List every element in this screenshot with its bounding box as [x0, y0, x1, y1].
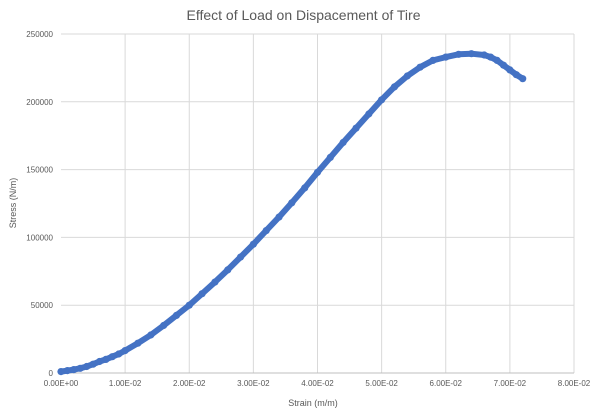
x-tick-label: 3.00E-02: [237, 379, 270, 388]
data-point: [339, 138, 347, 147]
y-tick-label: 150000: [26, 166, 53, 175]
data-point: [134, 339, 142, 347]
data-point: [236, 253, 245, 261]
data-point: [313, 168, 322, 176]
data-point: [115, 350, 123, 358]
y-tick-label: 200000: [26, 98, 53, 107]
data-point: [262, 227, 270, 235]
y-axis-title: Stress (N/m): [8, 178, 18, 229]
data-point: [89, 360, 97, 368]
data-point: [512, 71, 520, 79]
data-point: [185, 301, 193, 309]
data-point: [121, 347, 129, 355]
data-point: [487, 53, 495, 61]
data-point: [429, 56, 437, 64]
y-tick-label: 50000: [31, 301, 54, 310]
data-point: [63, 367, 71, 375]
data-point: [455, 50, 463, 58]
data-point: [224, 266, 232, 274]
data-point: [102, 355, 110, 363]
data-point: [249, 240, 257, 248]
data-point: [390, 83, 398, 91]
y-axis-ticks: 0 50000 100000 150000 200000 250000: [26, 30, 53, 378]
data-point: [275, 213, 283, 221]
data-point: [442, 53, 450, 61]
data-point: [147, 331, 155, 339]
x-tick-label: 6.00E-02: [430, 379, 463, 388]
data-point: [108, 353, 116, 361]
gridlines: [61, 33, 575, 374]
data-point: [326, 153, 334, 161]
x-tick-label: 4.00E-02: [301, 379, 334, 388]
data-point: [499, 61, 508, 69]
data-point: [506, 66, 514, 74]
data-point: [57, 368, 65, 376]
x-tick-label: 5.00E-02: [365, 379, 398, 388]
x-tick-label: 0.00E+00: [44, 379, 79, 388]
data-point: [172, 311, 180, 319]
data-point: [352, 124, 360, 132]
x-tick-label: 8.00E-02: [558, 379, 591, 388]
x-tick-label: 2.00E-02: [173, 379, 206, 388]
data-point: [83, 362, 91, 371]
x-tick-label: 7.00E-02: [494, 379, 527, 388]
series-layer: [57, 50, 527, 376]
y-tick-label: 250000: [26, 30, 53, 39]
data-point: [211, 278, 219, 286]
x-axis-title: Strain (m/m): [288, 398, 338, 408]
data-point: [95, 357, 104, 366]
data-point: [160, 321, 168, 330]
data-point: [301, 184, 309, 192]
data-point: [288, 199, 296, 207]
data-point: [378, 96, 386, 104]
chart-title: Effect of Load on Dispacement of Tire: [187, 7, 421, 23]
data-point: [198, 290, 206, 298]
data-point: [76, 364, 84, 372]
data-point: [493, 56, 501, 64]
data-point: [403, 72, 411, 80]
data-point: [365, 110, 373, 118]
data-point: [416, 63, 424, 71]
data-point: [70, 366, 78, 374]
y-tick-label: 100000: [26, 233, 53, 242]
y-tick-label: 0: [49, 369, 54, 378]
data-point: [467, 50, 475, 58]
x-axis-ticks: 0.00E+00 1.00E-02 2.00E-02 3.00E-02 4.00E-02…: [44, 379, 591, 388]
data-point: [519, 75, 527, 83]
x-tick-label: 1.00E-02: [109, 379, 142, 388]
data-point: [480, 51, 488, 59]
